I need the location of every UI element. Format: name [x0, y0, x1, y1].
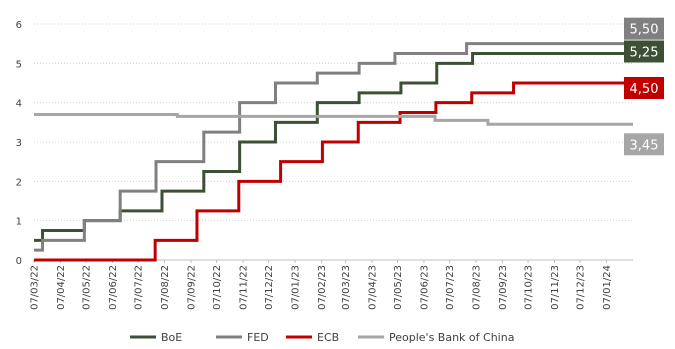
y-tick-label: 3 [16, 138, 22, 149]
legend-item-0: BoE [130, 331, 182, 344]
end-label-0: 5,25 [624, 40, 664, 63]
x-tick-label: 07/12/22 [264, 265, 275, 310]
x-tick-label: 07/07/23 [445, 265, 456, 310]
end-label-box [624, 17, 664, 40]
end-label-text: 4,50 [630, 82, 659, 97]
x-tick-label: 07/07/22 [134, 265, 145, 310]
legend-label: People's Bank of China [389, 331, 514, 344]
x-tick-label: 07/01/23 [291, 265, 302, 310]
x-tick-label: 07/12/23 [576, 265, 587, 310]
end-label-box [624, 40, 664, 63]
end-labels: 5,25 5,50 4,50 3,45 [624, 17, 664, 156]
x-tick-label: 07/01/24 [602, 265, 613, 310]
legend-item-3: People's Bank of China [358, 331, 514, 344]
x-tick-label: 07/11/23 [550, 265, 561, 310]
legend-label: ECB [317, 331, 339, 344]
legend-item-1: FED [216, 331, 269, 344]
end-label-text: 5,50 [630, 23, 659, 38]
x-tick-label: 07/11/22 [239, 265, 250, 310]
y-tick-label: 1 [16, 217, 22, 228]
end-label-3: 3,45 [624, 133, 664, 156]
end-label-1: 5,50 [624, 17, 664, 40]
x-tick-label: 07/06/23 [419, 265, 430, 310]
legend-item-2: ECB [286, 331, 339, 344]
end-label-box [624, 77, 664, 99]
x-tick-label: 07/03/22 [30, 265, 41, 310]
series-line-1 [34, 42, 633, 252]
x-tick-label: 07/04/23 [367, 265, 378, 310]
end-label-2: 4,50 [624, 77, 664, 99]
legend-label: FED [247, 331, 269, 344]
end-label-text: 5,25 [630, 46, 659, 61]
x-tick-label: 07/03/23 [341, 265, 352, 310]
end-label-box [624, 133, 664, 156]
legend-label: BoE [161, 331, 182, 344]
y-tick-label: 0 [16, 256, 22, 267]
series-line-3 [34, 112, 633, 126]
x-tick-label: 07/10/22 [212, 265, 223, 310]
x-tick-label: 07/02/23 [317, 265, 328, 310]
series-line-2 [34, 81, 633, 262]
x-tick-label: 07/09/22 [187, 265, 198, 310]
x-tick-label: 07/08/23 [471, 265, 482, 310]
y-tick-label: 6 [16, 20, 22, 31]
x-axis: 07/03/22 07/04/22 07/05/22 07/06/22 07/07/22… [30, 259, 633, 310]
y-tick-label: 5 [16, 59, 22, 70]
x-tick-label: 07/08/22 [160, 265, 171, 310]
series-lines [34, 42, 633, 262]
y-tick-label: 4 [16, 99, 22, 110]
y-axis: 0 1 2 3 4 5 6 [16, 20, 22, 267]
x-tick-label: 07/09/23 [498, 265, 509, 310]
x-tick-label: 07/05/22 [82, 265, 93, 310]
x-tick-label: 07/04/22 [56, 265, 67, 310]
x-tick-label: 07/10/23 [524, 265, 535, 310]
legend: BoE FED ECB People's Bank of China [130, 331, 514, 344]
end-label-text: 3,45 [630, 138, 659, 153]
x-tick-label: 07/05/23 [393, 265, 404, 310]
gridlines [34, 23, 633, 222]
x-tick-label: 07/06/22 [108, 265, 119, 310]
y-tick-label: 2 [16, 177, 22, 188]
